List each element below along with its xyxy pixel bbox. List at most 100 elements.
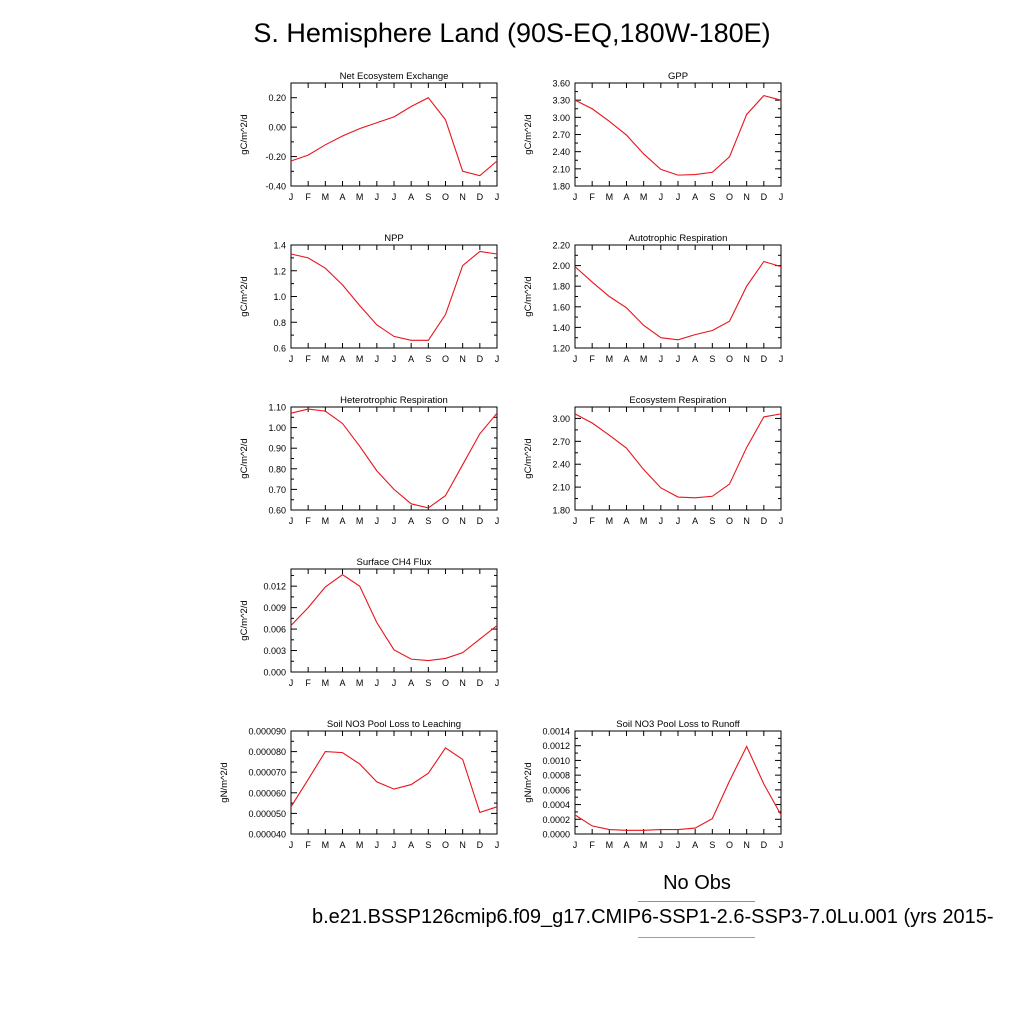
legend-obs-line <box>638 901 755 902</box>
x-tick-label: J <box>676 840 681 850</box>
chart-title: NPP <box>384 233 404 244</box>
y-tick-label: 1.60 <box>552 302 570 312</box>
x-tick-label: A <box>692 354 698 364</box>
x-tick-label: A <box>623 840 629 850</box>
y-tick-label: 0.000060 <box>248 788 286 798</box>
x-tick-label: A <box>408 354 414 364</box>
x-tick-label: O <box>442 678 449 688</box>
x-tick-label: J <box>495 192 500 202</box>
series-line <box>574 413 782 499</box>
x-tick-label: D <box>761 840 768 850</box>
plot-frame <box>574 82 782 187</box>
x-tick-label: M <box>356 192 364 202</box>
x-tick-label: N <box>743 840 750 850</box>
x-tick-label: M <box>322 516 330 526</box>
x-tick-label: J <box>779 840 784 850</box>
x-tick-label: J <box>375 678 380 688</box>
chart-title: Surface CH4 Flux <box>357 557 432 568</box>
y-axis-label: gN/m^2/d <box>523 762 534 802</box>
y-tick-label: 0.0004 <box>542 800 570 810</box>
x-tick-label: N <box>459 354 466 364</box>
y-tick-label: 2.20 <box>552 241 570 251</box>
y-tick-label: 0.006 <box>263 625 286 635</box>
y-axis-label: gC/m^2/d <box>523 276 534 316</box>
x-tick-label: M <box>356 840 364 850</box>
x-tick-label: O <box>442 354 449 364</box>
y-tick-label: 0.70 <box>268 485 286 495</box>
chart-title: Autotrophic Respiration <box>629 233 728 244</box>
x-tick-label: M <box>322 354 330 364</box>
x-tick-label: J <box>659 516 664 526</box>
plot-frame <box>574 730 782 835</box>
x-tick-label: A <box>623 516 629 526</box>
y-tick-label: 2.00 <box>552 261 570 271</box>
y-tick-label: 0.00 <box>268 123 286 133</box>
y-tick-label: 0.000080 <box>248 747 286 757</box>
x-tick-label: A <box>339 516 345 526</box>
y-tick-label: 0.8 <box>273 318 286 328</box>
x-tick-label: M <box>322 840 330 850</box>
x-tick-label: J <box>289 516 294 526</box>
x-tick-label: A <box>692 516 698 526</box>
x-tick-label: M <box>640 516 648 526</box>
x-tick-label: J <box>659 840 664 850</box>
legend-case-line <box>638 937 755 938</box>
y-tick-label: 3.00 <box>552 113 570 123</box>
x-tick-label: J <box>289 678 294 688</box>
plot-frame <box>574 406 782 511</box>
legend-obs-label: No Obs <box>663 872 731 894</box>
x-tick-label: A <box>408 516 414 526</box>
y-tick-label: 2.10 <box>552 483 570 493</box>
plot-frame <box>290 82 498 187</box>
x-tick-label: D <box>477 678 484 688</box>
page-title: S. Hemisphere Land (90S-EQ,180W-180E) <box>253 18 771 48</box>
y-tick-label: 0.20 <box>268 93 286 103</box>
x-tick-label: J <box>392 192 397 202</box>
x-tick-label: A <box>339 678 345 688</box>
x-tick-label: J <box>392 678 397 688</box>
x-tick-label: F <box>589 840 595 850</box>
y-tick-label: -0.40 <box>265 182 286 192</box>
y-tick-label: 1.2 <box>273 266 286 276</box>
x-tick-label: S <box>709 354 715 364</box>
x-tick-label: F <box>589 192 595 202</box>
series-line <box>290 250 498 341</box>
x-tick-label: J <box>573 354 578 364</box>
x-tick-label: S <box>425 840 431 850</box>
x-tick-label: J <box>659 354 664 364</box>
x-tick-label: O <box>442 516 449 526</box>
x-tick-label: S <box>709 516 715 526</box>
x-tick-label: N <box>743 192 750 202</box>
x-tick-label: J <box>495 840 500 850</box>
x-tick-label: J <box>676 516 681 526</box>
y-axis-label: gC/m^2/d <box>239 438 250 478</box>
x-tick-label: D <box>477 840 484 850</box>
x-tick-label: S <box>425 192 431 202</box>
chart-title: Soil NO3 Pool Loss to Leaching <box>327 719 461 730</box>
y-tick-label: 2.70 <box>552 437 570 447</box>
y-tick-label: 1.20 <box>552 344 570 354</box>
series-line <box>290 747 498 814</box>
y-tick-label: 0.6 <box>273 344 286 354</box>
series-line <box>290 97 498 177</box>
x-tick-label: J <box>289 354 294 364</box>
x-tick-label: J <box>495 678 500 688</box>
x-tick-label: J <box>392 840 397 850</box>
y-tick-label: 0.0006 <box>542 785 570 795</box>
x-tick-label: A <box>408 840 414 850</box>
y-tick-label: 1.0 <box>273 292 286 302</box>
y-axis-label: gN/m^2/d <box>219 762 230 802</box>
y-tick-label: 0.003 <box>263 646 286 656</box>
x-tick-label: N <box>743 354 750 364</box>
x-tick-label: J <box>375 192 380 202</box>
x-tick-label: D <box>477 354 484 364</box>
x-tick-label: S <box>425 354 431 364</box>
x-tick-label: J <box>375 840 380 850</box>
chart-title: Heterotrophic Respiration <box>340 395 448 406</box>
x-tick-label: S <box>709 840 715 850</box>
y-tick-label: 2.10 <box>552 164 570 174</box>
case-label: b.e21.BSSP126cmip6.f09_g17.CMIP6-SSP1-2.… <box>312 906 994 928</box>
y-tick-label: 0.000 <box>263 668 286 678</box>
